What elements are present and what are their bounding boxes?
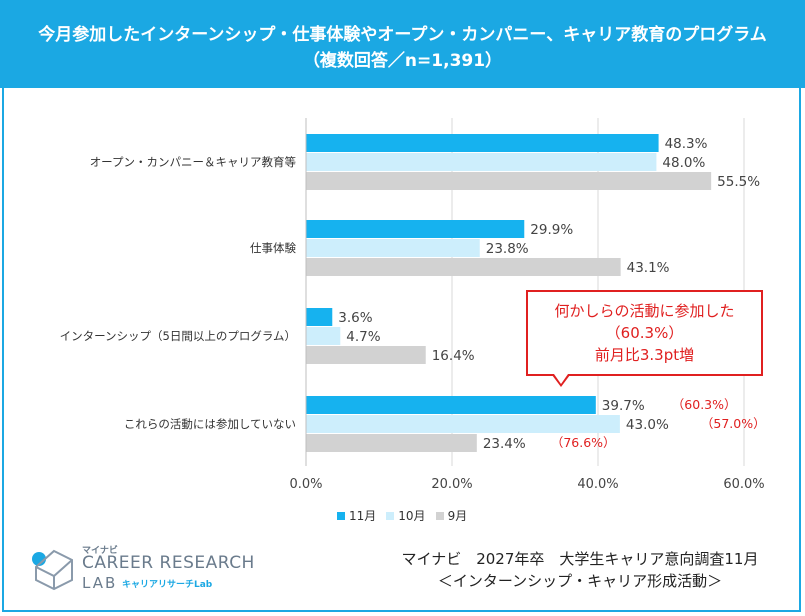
chart-subtitle: （複数回答／n=1,391） (302, 51, 503, 71)
legend-label-sep: 9月 (447, 509, 468, 523)
logo-brand-small: マイナビ (82, 546, 118, 556)
bar-2-0 (306, 172, 712, 190)
legend-item-nov: 11月 (337, 507, 376, 524)
bar-0-1 (306, 220, 525, 238)
callout-tail-inner (554, 374, 568, 384)
bar-0-0 (306, 134, 659, 152)
callout-box: 何かしらの活動に参加した （60.3%） 前月比3.3pt増 (526, 290, 763, 376)
data-label-1-0: 48.0% (662, 155, 705, 171)
legend-label-oct: 10月 (398, 509, 426, 523)
x-tick-label-0: 0.0% (289, 477, 322, 492)
data-label-2-3: 23.4% (483, 436, 526, 452)
source-line1: マイナビ 2027年卒 大学生キャリア意向調査11月 (401, 550, 759, 568)
x-tick-label-3: 60.0% (723, 477, 764, 492)
bar-0-2 (306, 308, 333, 326)
annotation-2: （76.6%） (551, 435, 616, 450)
bar-2-3 (306, 434, 477, 452)
chart-frame (2, 88, 801, 612)
data-label-0-0: 48.3% (665, 136, 708, 152)
chart-title-banner: 今月参加したインターンシップ・仕事体験やオープン・カンパニー、キャリア教育のプロ… (0, 0, 805, 88)
data-label-1-2: 4.7% (346, 329, 380, 345)
logo-brand-main: CAREER RESEARCH (82, 553, 255, 573)
bar-1-1 (306, 239, 480, 257)
data-label-0-2: 3.6% (338, 310, 372, 326)
bar-1-3 (306, 415, 620, 433)
source-note: マイナビ 2027年卒 大学生キャリア意向調査11月 ＜インターンシップ・キャリ… (380, 548, 780, 592)
logo-brand-sub: キャリアリサーチLab (122, 580, 213, 590)
legend-label-nov: 11月 (349, 509, 377, 523)
data-label-0-1: 29.9% (530, 222, 573, 238)
legend-item-sep: 9月 (435, 507, 468, 524)
bar-2-2 (306, 346, 426, 364)
category-label-2: インターンシップ（5日間以上のプログラム） (60, 329, 296, 343)
logo-brand-lab: LAB (82, 574, 118, 592)
legend-item-oct: 10月 (386, 507, 426, 524)
callout-line2: （60.3%） (605, 324, 684, 342)
source-line2: ＜インターンシップ・キャリア形成活動＞ (437, 572, 723, 590)
annotation-0: （60.3%） (672, 397, 737, 412)
data-label-1-1: 23.8% (486, 241, 529, 257)
data-label-1-3: 43.0% (626, 417, 669, 433)
data-label-2-1: 43.1% (627, 260, 670, 276)
bar-1-2 (306, 327, 341, 345)
legend-swatch-oct (386, 511, 395, 520)
data-label-2-0: 55.5% (717, 174, 760, 190)
category-label-1: 仕事体験 (250, 241, 296, 255)
bar-1-0 (306, 153, 657, 171)
callout-line1: 何かしらの活動に参加した (554, 302, 735, 320)
category-label-0: オープン・カンパニー＆キャリア教育等 (90, 155, 296, 169)
chart-title: 今月参加したインターンシップ・仕事体験やオープン・カンパニー、キャリア教育のプロ… (38, 25, 767, 45)
legend: 11月 10月 9月 (337, 507, 467, 524)
x-tick-label-2: 40.0% (577, 477, 618, 492)
data-label-0-3: 39.7% (602, 398, 645, 414)
annotation-1: （57.0%） (701, 416, 766, 431)
career-research-lab-logo: マイナビ CAREER RESEARCH LAB キャリアリサーチLab (30, 543, 260, 593)
category-label-3: これらの活動には参加していない (124, 417, 296, 431)
legend-swatch-nov (337, 511, 345, 520)
data-label-2-2: 16.4% (432, 348, 475, 364)
callout-line3: 前月比3.3pt増 (594, 346, 695, 364)
legend-swatch-sep (435, 511, 444, 520)
bar-0-3 (306, 396, 596, 414)
x-tick-label-1: 20.0% (431, 477, 472, 492)
bar-2-1 (306, 258, 621, 276)
lab-cube-icon (32, 549, 73, 591)
